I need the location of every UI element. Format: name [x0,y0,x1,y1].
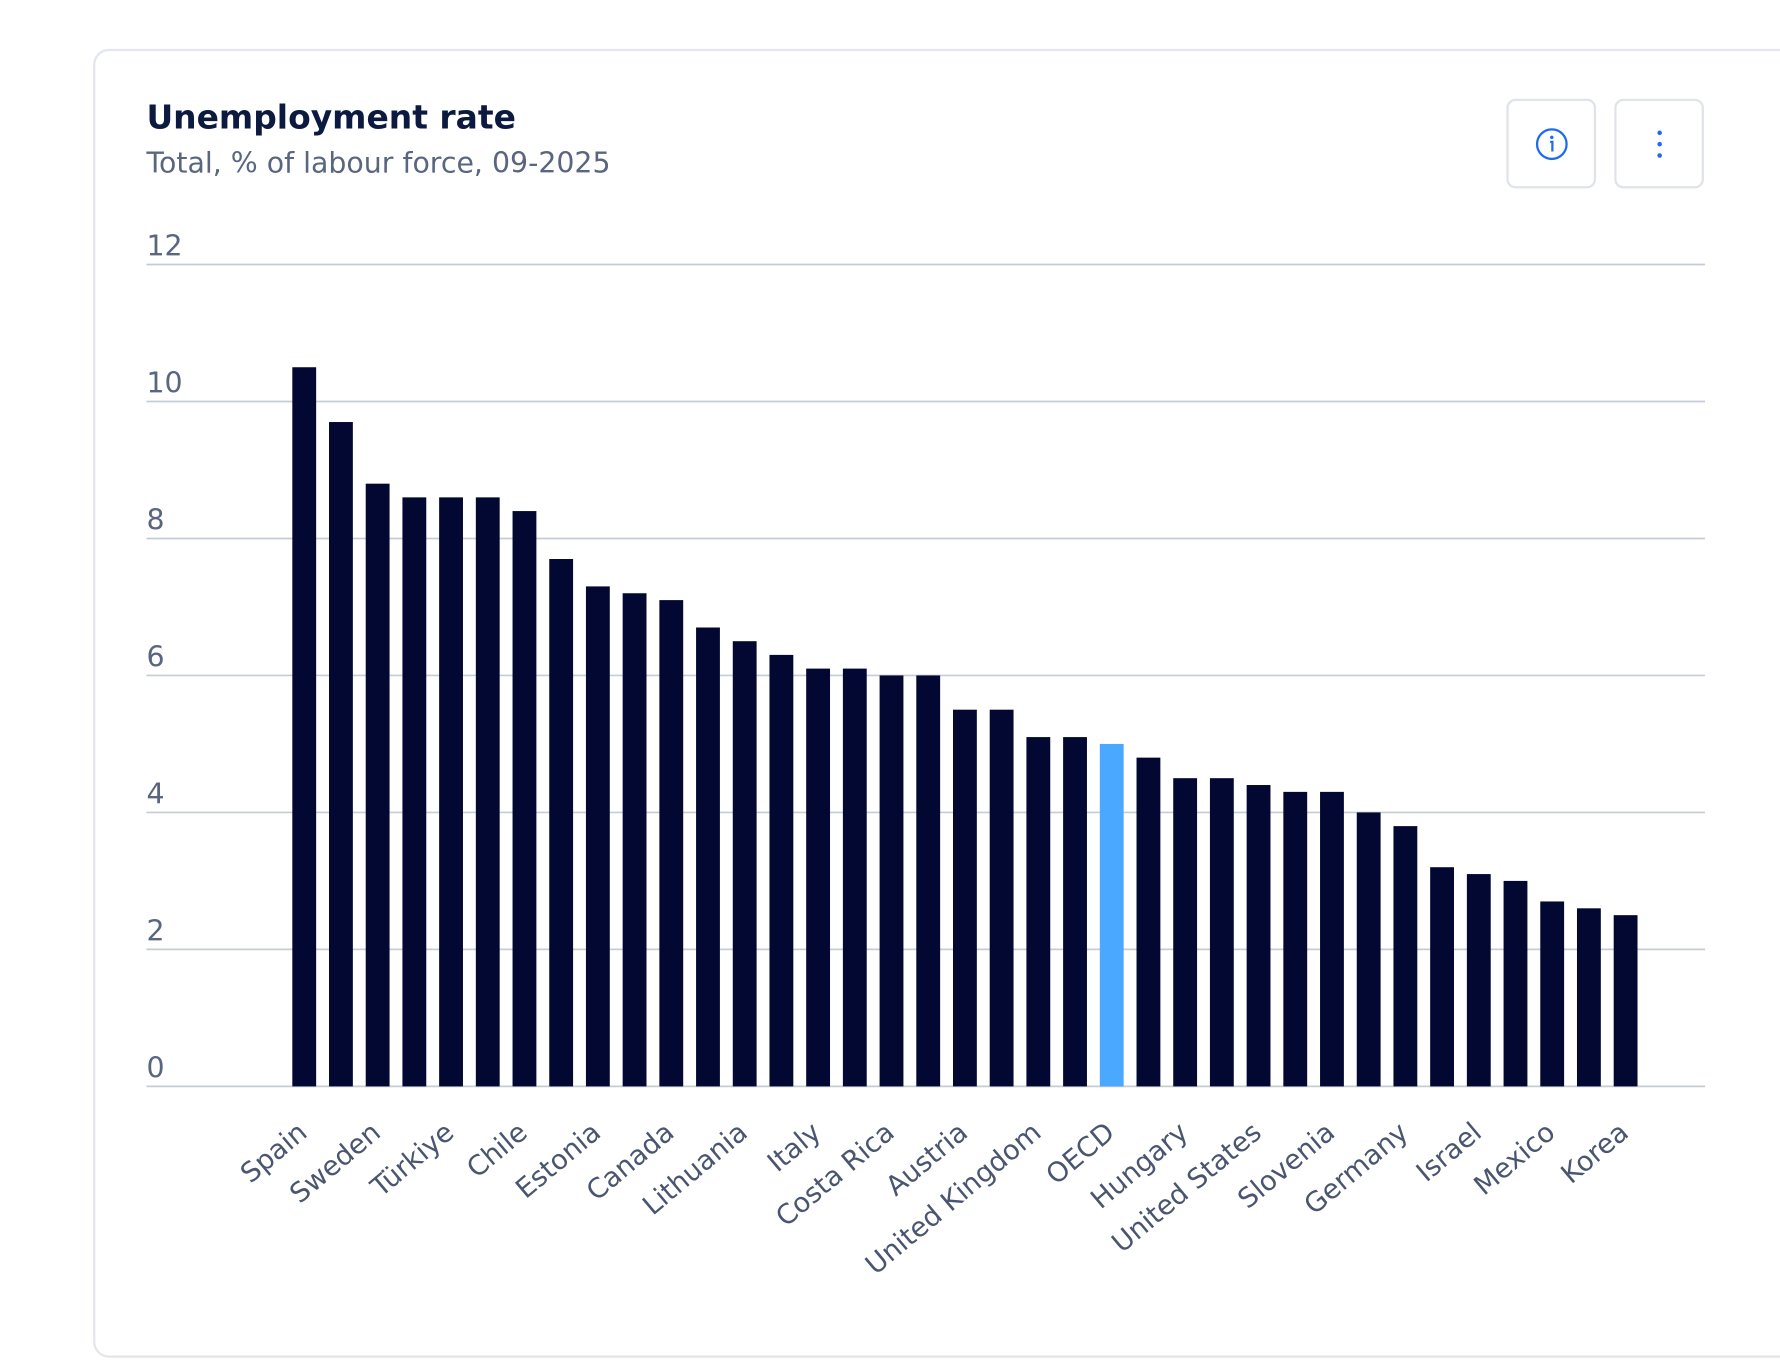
bar[interactable] [1503,880,1528,1087]
y-tick-label: 0 [146,1051,164,1084]
bar[interactable] [1576,908,1601,1087]
bar[interactable] [953,709,977,1087]
bar[interactable] [585,586,610,1087]
bar[interactable] [1246,785,1271,1087]
more-options-button[interactable] [1614,98,1704,189]
bar[interactable] [1430,867,1455,1087]
chart-card [93,48,1780,1358]
bar[interactable] [512,511,537,1087]
bar[interactable] [1540,901,1565,1087]
bar[interactable] [1613,915,1638,1087]
bar[interactable] [659,600,684,1087]
bar[interactable] [622,593,647,1087]
bar[interactable] [292,367,317,1087]
bar[interactable] [1209,778,1234,1087]
x-tick-label: Türkiye [365,1117,460,1204]
bar[interactable] [1136,757,1161,1087]
y-tick-label: 4 [146,777,164,810]
bar[interactable] [439,497,463,1087]
y-tick-label: 8 [146,503,164,536]
y-tick-label: 10 [146,366,182,399]
bar[interactable] [1466,874,1491,1087]
bar[interactable] [732,641,757,1087]
more-vertical-icon [1656,129,1662,158]
info-circle-icon [1535,127,1568,160]
bar[interactable] [989,709,1014,1087]
bar[interactable] [549,559,574,1087]
x-tick-label: Mexico [1468,1117,1561,1202]
bar[interactable] [365,483,390,1087]
y-tick-label: 12 [146,229,182,262]
bar[interactable] [1283,791,1308,1087]
bar[interactable] [402,497,427,1087]
bar[interactable] [1026,737,1051,1087]
bar[interactable] [879,675,904,1087]
chart-title: Unemployment rate [146,97,516,137]
y-tick-label: 6 [146,640,164,673]
bar[interactable] [842,668,867,1087]
bar[interactable] [1099,743,1124,1087]
bar[interactable] [806,668,831,1087]
bar[interactable] [1393,826,1418,1087]
x-tick-label: Korea [1556,1117,1635,1190]
bar[interactable] [696,627,720,1087]
bar[interactable] [769,654,794,1087]
bar[interactable] [1320,791,1344,1087]
bar[interactable] [1173,778,1198,1087]
chart-subtitle: Total, % of labour force, 09-2025 [146,146,611,180]
bar[interactable] [1063,737,1087,1087]
bar[interactable] [329,422,353,1087]
y-tick-label: 2 [146,914,164,947]
bar[interactable] [1356,812,1381,1087]
bar[interactable] [916,675,941,1087]
bar[interactable] [475,497,500,1087]
info-button[interactable] [1506,98,1597,189]
